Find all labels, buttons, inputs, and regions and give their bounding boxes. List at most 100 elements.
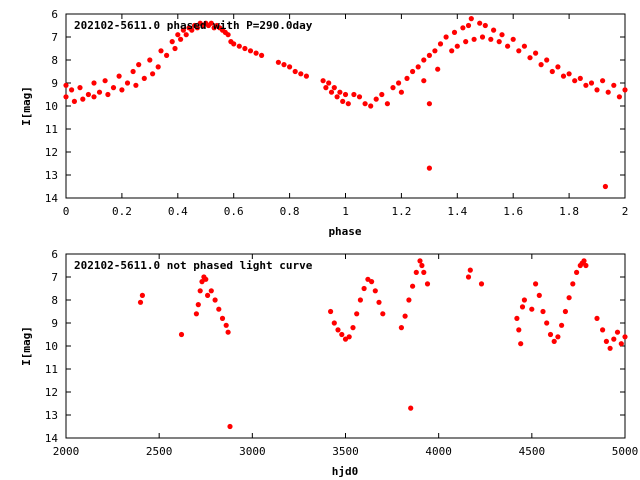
data-point [384, 101, 390, 107]
data-point [212, 297, 218, 303]
data-point [133, 82, 139, 88]
data-point [499, 32, 505, 38]
data-point [193, 311, 199, 317]
data-point [566, 71, 572, 77]
y-tick-label: 6 [51, 248, 58, 261]
y-tick: 7 [51, 271, 625, 284]
x-tick: 0.8 [280, 14, 300, 218]
data-point [577, 75, 583, 81]
x-tick: 4000 [425, 254, 452, 458]
raw-light-curve-panel: 2000 2500 3000 3500 4000 4500 5000 6 7 8 9 10 11 12 1… [20, 248, 638, 478]
data-point [303, 73, 309, 79]
data-point [357, 297, 363, 303]
data-point [467, 267, 473, 273]
data-point [96, 89, 103, 95]
data-point [516, 48, 522, 54]
x-tick: 1.6 [503, 14, 523, 218]
data-point [514, 315, 520, 321]
data-point [583, 82, 589, 88]
data-point [432, 48, 438, 54]
data-point [340, 98, 346, 104]
data-point [183, 32, 189, 38]
data-point [194, 25, 200, 31]
data-point [421, 57, 427, 63]
x-tick: 0 [63, 14, 69, 218]
data-point [342, 336, 349, 342]
data-point [85, 91, 91, 98]
data-point [594, 87, 600, 93]
data-point [437, 41, 444, 47]
x-axis-label: phase [328, 225, 361, 238]
data-point [408, 405, 414, 411]
data-point [460, 25, 466, 31]
y-tick-label: 10 [45, 340, 58, 353]
data-point [350, 325, 356, 331]
data-point [547, 331, 554, 338]
y-axis-label: I[mag] [20, 326, 33, 366]
data-point [551, 338, 557, 344]
x-axis-label: hjd0 [332, 465, 359, 478]
data-point [398, 325, 404, 331]
y-tick: 10 [45, 340, 625, 353]
data-point [426, 165, 432, 171]
data-point [449, 48, 455, 54]
data-point [574, 269, 580, 275]
y-tick: 12 [45, 146, 625, 159]
data-point [605, 89, 611, 95]
data-point [435, 66, 441, 72]
y-tick-label: 14 [45, 432, 59, 445]
data-point [219, 315, 226, 321]
data-point [119, 87, 125, 93]
data-point [404, 75, 410, 81]
y-tick-label: 14 [45, 192, 59, 205]
data-point [555, 64, 561, 70]
data-point [516, 327, 522, 333]
data-point [426, 52, 432, 59]
data-point [197, 288, 203, 294]
data-point [488, 36, 494, 42]
data-point [365, 276, 371, 282]
data-point [124, 80, 131, 86]
data-point [410, 283, 416, 289]
y-tick: 14 [45, 192, 625, 205]
data-point [594, 315, 600, 321]
data-point [454, 43, 460, 49]
data-point [63, 82, 69, 88]
data-point [361, 285, 367, 292]
y-tick: 6 [51, 248, 625, 261]
x-tick-label: 3000 [239, 445, 266, 458]
y-tick: 8 [51, 294, 625, 307]
data-point [339, 331, 345, 338]
data-point [600, 78, 606, 84]
data-point [130, 68, 136, 75]
data-point [223, 322, 229, 328]
data-point [398, 89, 404, 95]
y-axis-ticks: 6 7 8 9 10 11 12 13 14 [45, 248, 625, 445]
y-axis-label: I[mag] [20, 86, 33, 126]
data-point [496, 39, 502, 45]
x-tick: 0.6 [224, 14, 244, 218]
data-point [136, 62, 142, 68]
data-point [342, 91, 349, 98]
chart-title: 202102-5611.0 phased with P=290.0day [74, 19, 313, 32]
data-point [199, 279, 205, 285]
data-point [362, 101, 368, 107]
data-point [527, 55, 533, 61]
data-point [139, 292, 145, 298]
x-tick: 1.8 [559, 14, 579, 218]
data-point [91, 94, 97, 100]
data-points [63, 16, 628, 190]
y-tick-label: 12 [45, 146, 58, 159]
data-point [253, 50, 259, 56]
y-tick-label: 11 [45, 363, 58, 376]
data-point [155, 64, 161, 70]
data-point [164, 52, 170, 59]
data-point [331, 320, 337, 326]
data-point [281, 62, 287, 68]
data-point [611, 336, 617, 342]
data-point [292, 68, 298, 75]
data-point [602, 183, 609, 190]
x-tick-label: 4500 [519, 445, 546, 458]
data-point [102, 78, 108, 84]
data-point [91, 80, 97, 86]
